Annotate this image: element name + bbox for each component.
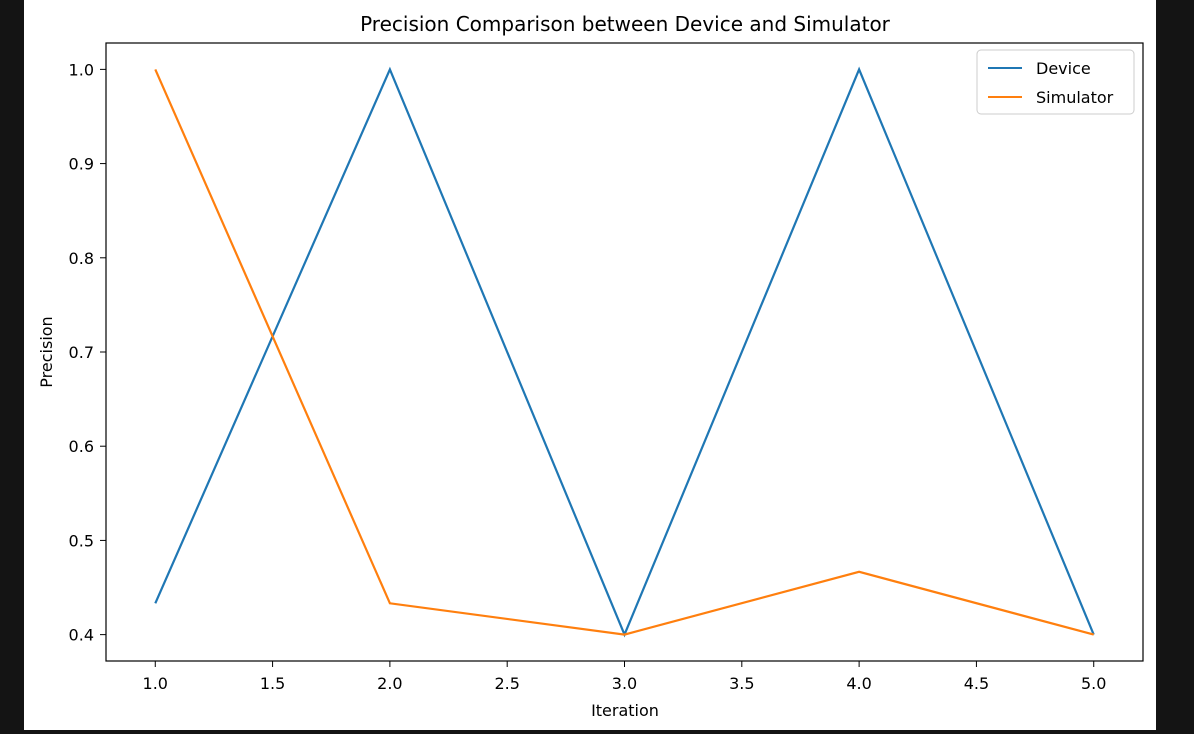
legend-label-simulator: Simulator [1036,88,1114,107]
x-tick-label: 4.0 [846,674,871,693]
y-tick-label: 0.8 [69,249,94,268]
legend: Device Simulator [976,49,1135,115]
x-axis-title: Iteration [591,701,659,720]
series-layer [154,66,1095,638]
series-line-simulator [154,68,1094,636]
legend-label-device: Device [1036,59,1091,78]
x-tick-label: 1.5 [260,674,285,693]
x-axis: 1.0 1.5 2.0 2.5 3.0 3.5 4.0 4.5 5.0 [143,661,1106,693]
series-line-device [154,66,1095,638]
y-tick-label: 0.5 [69,531,94,550]
figure-canvas: Precision Comparison between Device and … [24,0,1156,730]
y-tick-label: 1.0 [69,60,94,79]
x-tick-label: 1.0 [143,674,168,693]
x-tick-label: 5.0 [1081,674,1106,693]
y-axis: 0.4 0.5 0.6 0.7 0.8 0.9 1.0 [69,60,106,645]
x-tick-label: 3.5 [729,674,754,693]
y-tick-label: 0.7 [69,343,94,362]
y-tick-label: 0.9 [69,155,94,174]
plot-frame [105,42,1144,662]
x-tick-label: 3.0 [612,674,637,693]
y-tick-label: 0.6 [69,437,94,456]
y-axis-title: Precision [37,316,56,387]
x-tick-label: 2.0 [377,674,402,693]
x-tick-label: 2.5 [494,674,519,693]
chart-title: Precision Comparison between Device and … [360,12,891,36]
line-chart: Precision Comparison between Device and … [37,12,1144,720]
y-tick-label: 0.4 [69,626,94,645]
x-tick-label: 4.5 [964,674,989,693]
